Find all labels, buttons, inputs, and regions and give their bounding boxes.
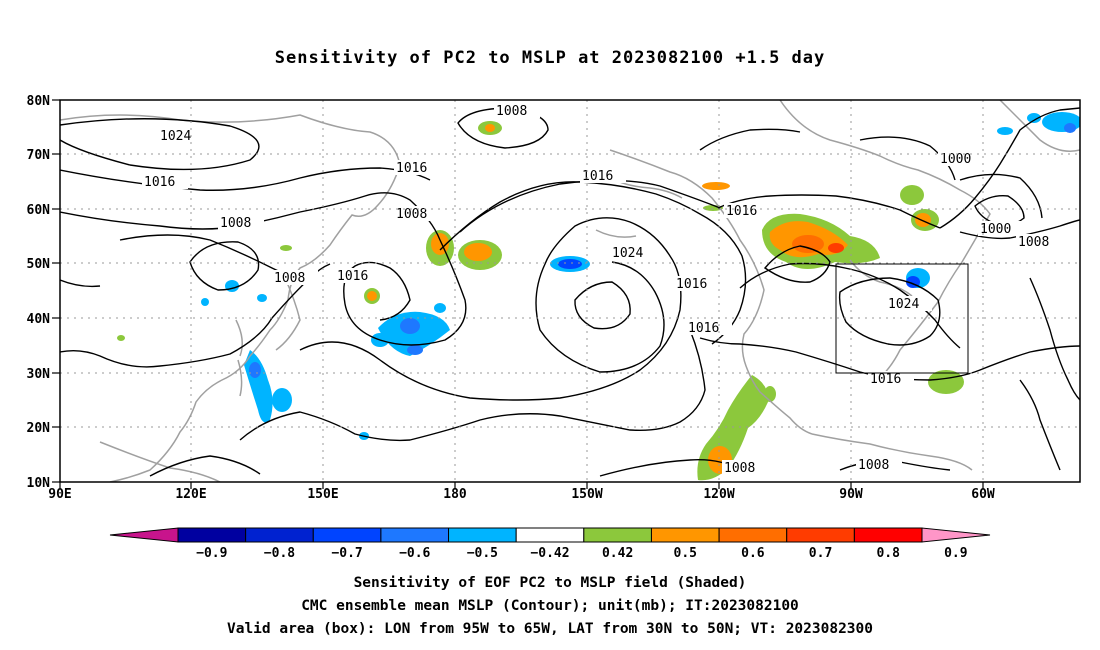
contour-label: 1016 bbox=[726, 204, 757, 219]
lon-label: 150E bbox=[307, 487, 338, 502]
mslp-contours bbox=[60, 107, 1080, 477]
colorbar-tick-label: 0.9 bbox=[944, 546, 967, 561]
caption-line-2: CMC ensemble mean MSLP (Contour); unit(m… bbox=[301, 598, 799, 614]
valid-area-box bbox=[835, 263, 969, 374]
colorbar-tick-label: 0.7 bbox=[809, 546, 832, 561]
contour-label: 1008 bbox=[724, 461, 755, 476]
contour-label: 1016 bbox=[688, 321, 719, 336]
colorbar-tick-label: 0.8 bbox=[876, 546, 900, 561]
contour-labels: 1024 1016 1008 1016 1008 1008 1008 1016 … bbox=[142, 103, 1062, 476]
contour-label: 1016 bbox=[676, 277, 707, 292]
lat-lon-grid bbox=[60, 100, 1080, 482]
contour-label: 1008 bbox=[496, 104, 527, 119]
contour-label: 1008 bbox=[1018, 235, 1049, 250]
colorbar-cell bbox=[245, 527, 314, 543]
coastlines bbox=[60, 100, 1080, 482]
negative-sensitivity-patches bbox=[201, 112, 1080, 440]
contour-label: 1016 bbox=[337, 269, 368, 284]
colorbar-cell bbox=[312, 527, 382, 543]
colorbar-tick-label: 0.5 bbox=[674, 546, 697, 561]
colorbar-tick-label: 0.6 bbox=[741, 546, 765, 561]
map-frame bbox=[59, 99, 1081, 483]
contour-label: 1016 bbox=[396, 161, 427, 176]
colorbar-cell bbox=[853, 527, 923, 543]
lon-label: 150W bbox=[571, 487, 602, 502]
lat-label: 20N bbox=[27, 421, 51, 436]
lat-label: 30N bbox=[27, 367, 51, 382]
caption-line-3: Valid area (box): LON from 95W to 65W, L… bbox=[226, 621, 873, 637]
colorbar-cell bbox=[177, 527, 247, 543]
contour-label: 1008 bbox=[396, 207, 427, 222]
lon-label: 120E bbox=[175, 487, 206, 502]
contour-label: 1016 bbox=[870, 372, 901, 387]
lat-label: 10N bbox=[27, 476, 51, 491]
axis-ticks bbox=[52, 99, 984, 489]
lon-label: 60W bbox=[971, 487, 995, 502]
colorbar-tick-label: −0.9 bbox=[196, 546, 227, 561]
contour-label: 1024 bbox=[888, 297, 919, 312]
colorbar-tick-label: −0.6 bbox=[399, 546, 430, 561]
lon-label: 90E bbox=[48, 487, 71, 502]
contour-label: 1008 bbox=[858, 458, 889, 473]
colorbar-cell bbox=[448, 527, 517, 543]
lat-label: 70N bbox=[27, 148, 51, 163]
lat-label: 50N bbox=[27, 257, 51, 272]
lon-label: 120W bbox=[703, 487, 734, 502]
contour-label: 1016 bbox=[582, 169, 613, 184]
contour-label: 1000 bbox=[940, 152, 971, 167]
colorbar-tick-label: −0.8 bbox=[264, 546, 295, 561]
colorbar-high-end bbox=[921, 527, 991, 543]
positive-sensitivity-patches bbox=[117, 121, 964, 481]
colorbar-tick-label: −0.42 bbox=[530, 546, 569, 561]
lat-label: 80N bbox=[27, 94, 51, 109]
contour-label: 1000 bbox=[980, 222, 1011, 237]
colorbar: −0.9 −0.8 −0.7 −0.6 −0.5 −0.42 0.42 0.5 0.6 0.7 0.… bbox=[109, 527, 991, 561]
colorbar-low-end bbox=[109, 527, 179, 543]
contour-label: 1024 bbox=[612, 246, 643, 261]
contour-label: 1016 bbox=[144, 175, 175, 190]
colorbar-cell bbox=[786, 527, 855, 543]
colorbar-cell bbox=[380, 527, 450, 543]
lat-label: 60N bbox=[27, 203, 51, 218]
lat-label: 40N bbox=[27, 312, 51, 327]
lon-label: 180 bbox=[443, 487, 467, 502]
longitude-labels: 90E 120E 150E 180 150W 120W 90W 60W bbox=[48, 487, 995, 502]
contour-label: 1008 bbox=[274, 271, 305, 286]
contour-label: 1008 bbox=[220, 216, 251, 231]
lon-label: 90W bbox=[839, 487, 863, 502]
chart-title: Sensitivity of PC2 to MSLP at 2023082100… bbox=[274, 48, 826, 68]
latitude-labels: 80N 70N 60N 50N 40N 30N 20N 10N bbox=[27, 94, 51, 491]
contour-label: 1024 bbox=[160, 129, 191, 144]
caption-line-1: Sensitivity of EOF PC2 to MSLP field (Sh… bbox=[353, 575, 747, 591]
colorbar-cell bbox=[515, 527, 585, 543]
colorbar-tick-label: −0.7 bbox=[331, 546, 362, 561]
colorbar-cell bbox=[583, 527, 652, 543]
colorbar-cell bbox=[650, 527, 720, 543]
colorbar-cell bbox=[718, 527, 788, 543]
colorbar-tick-label: −0.5 bbox=[467, 546, 498, 561]
colorbar-tick-label: 0.42 bbox=[602, 546, 633, 561]
